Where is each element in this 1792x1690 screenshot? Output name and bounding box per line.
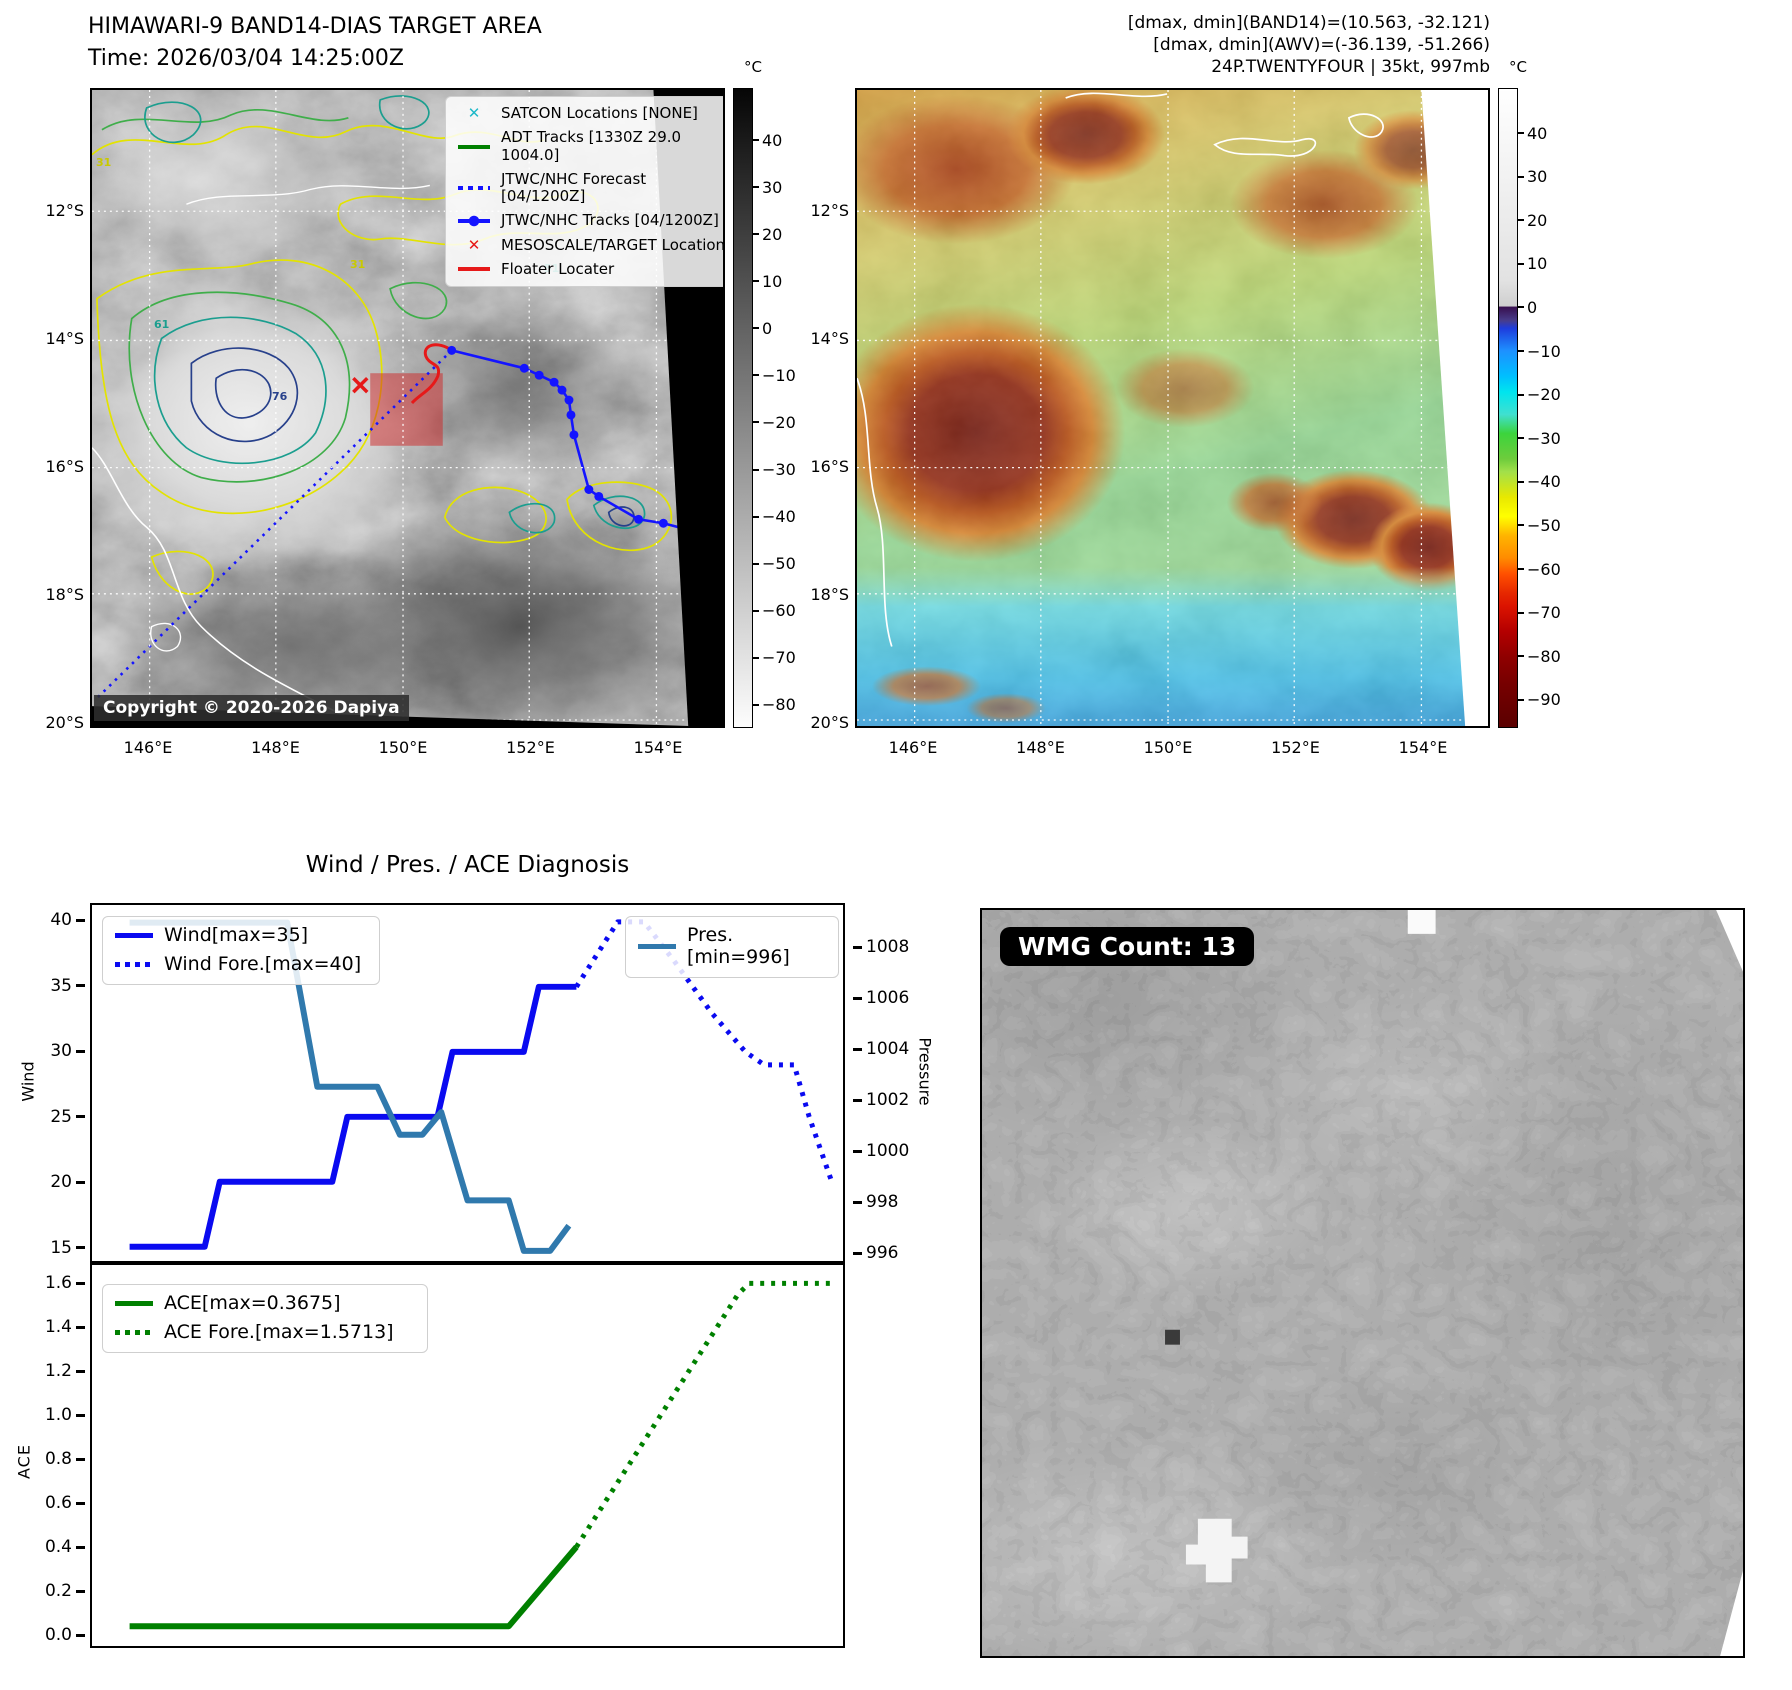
legend-item: JTWC/NHC Tracks [04/1200Z] bbox=[458, 211, 723, 229]
diagnosis-title: Wind / Pres. / ACE Diagnosis bbox=[305, 852, 630, 878]
wmg-image: WMG Count: 13 bbox=[980, 908, 1745, 1658]
legend-item: JTWC/NHC Forecast [04/1200Z] bbox=[458, 170, 723, 206]
header-line: 24P.TWENTYFOUR | 35kt, 997mb bbox=[1211, 57, 1490, 77]
mesoscale-x-marker bbox=[352, 376, 369, 394]
ace-y-axis: 1.6 1.4 1.2 1.0 0.8 0.6 0.4 0.2 0.0 bbox=[44, 1273, 85, 1645]
header-line: [dmax, dmin](AWV)=(-36.139, -51.266) bbox=[1153, 35, 1490, 55]
ace-axis-label: ACE bbox=[14, 1444, 34, 1479]
wind-y-axis: 40 35 30 25 20 15 bbox=[50, 910, 85, 1258]
contour-label: 31 bbox=[96, 156, 112, 169]
wmg-count-badge: WMG Count: 13 bbox=[1000, 927, 1255, 966]
band14-lat-axis: 12°S 14°S 16°S 18°S 20°S bbox=[45, 200, 84, 732]
band14-colorbar bbox=[733, 88, 753, 728]
legend-item: MESOSCALE/TARGET Location bbox=[458, 236, 723, 254]
pressure-y-axis: 1008 1006 1004 1002 1000 998 996 bbox=[853, 937, 910, 1263]
legend-item: Wind[max=35] bbox=[115, 924, 367, 947]
series-Pres.[min=996] bbox=[129, 919, 572, 1254]
awv-lon-axis: 146°E 148°E 150°E 152°E 154°E bbox=[888, 738, 1448, 757]
contour-label: 76 bbox=[272, 390, 288, 403]
wind-axis-label: Wind bbox=[18, 1061, 38, 1102]
jtwc-forecast-line bbox=[96, 349, 453, 700]
band14-map: 31 31 51 61 76 SATCON Locations [NONE]AD… bbox=[90, 88, 725, 728]
legend-item: Floater Locater bbox=[458, 260, 723, 278]
legend-item: ADT Tracks [1330Z 29.0 1004.0] bbox=[458, 129, 723, 164]
pressure-axis-label: Pressure bbox=[915, 1037, 935, 1106]
scan-edge bbox=[1421, 90, 1488, 726]
band14-time: Time: 2026/03/04 14:25:00Z bbox=[88, 46, 404, 71]
awv-lat-axis: 12°S 14°S 16°S 18°S 20°S bbox=[810, 200, 849, 732]
awv-map bbox=[855, 88, 1490, 728]
band14-legend: SATCON Locations [NONE] ADT Tracks [1330Z… bbox=[445, 96, 723, 287]
legend-item: ACE Fore.[max=1.5713] bbox=[115, 1321, 415, 1344]
band14-colorbar-unit: °C bbox=[744, 58, 762, 76]
wind-legend: Wind[max=35] Wind Fore.[max=40] bbox=[102, 916, 380, 985]
awv-colorbar-unit: °C bbox=[1509, 58, 1527, 76]
series-ACE[max=0.3675] bbox=[129, 1544, 579, 1630]
awv-header: [dmax, dmin](BAND14)=(10.563, -32.121) [d… bbox=[1000, 12, 1490, 78]
legend-item: Wind Fore.[max=40] bbox=[115, 953, 367, 976]
legend-item: Pres.[min=996] bbox=[638, 924, 826, 969]
series-ACE Fore.[max=1.5713] bbox=[574, 1280, 832, 1549]
band14-lon-axis: 146°E 148°E 150°E 152°E 154°E bbox=[123, 738, 683, 757]
ace-legend: ACE[max=0.3675] ACE Fore.[max=1.5713] bbox=[102, 1284, 428, 1353]
copyright: Copyright © 2020-2026 Dapiya bbox=[94, 695, 409, 721]
graticule bbox=[857, 90, 1488, 726]
wind-pressure-chart: Wind[max=35] Wind Fore.[max=40] Pres.[min… bbox=[90, 903, 845, 1262]
legend-item: ACE[max=0.3675] bbox=[115, 1292, 415, 1315]
ace-chart: ACE[max=0.3675] ACE Fore.[max=1.5713] bbox=[90, 1262, 845, 1648]
pressure-legend: Pres.[min=996] bbox=[625, 916, 839, 978]
legend-item: SATCON Locations [NONE] bbox=[458, 104, 723, 122]
wmg-art bbox=[982, 910, 1743, 1656]
header-line: [dmax, dmin](BAND14)=(10.563, -32.121) bbox=[1127, 13, 1490, 33]
awv-map-art bbox=[857, 90, 1488, 726]
ace-plot bbox=[129, 1280, 832, 1630]
contour-label: 61 bbox=[154, 318, 170, 331]
floater-track bbox=[410, 343, 453, 405]
contour-label: 31 bbox=[350, 258, 366, 271]
jtwc-track-points bbox=[447, 345, 703, 537]
awv-colorbar-ticks: 40 30 20 10 0 −10 −20 −30 −40 −50 −60 −70 −80 −90 bbox=[1518, 123, 1561, 710]
band14-colorbar-ticks: 40 30 20 10 0 −10 −20 −30 −40 −50 −60 −70 −80 bbox=[753, 130, 796, 715]
awv-colorbar bbox=[1498, 88, 1518, 728]
band14-title: HIMAWARI-9 BAND14-DIAS TARGET AREA bbox=[88, 14, 542, 39]
